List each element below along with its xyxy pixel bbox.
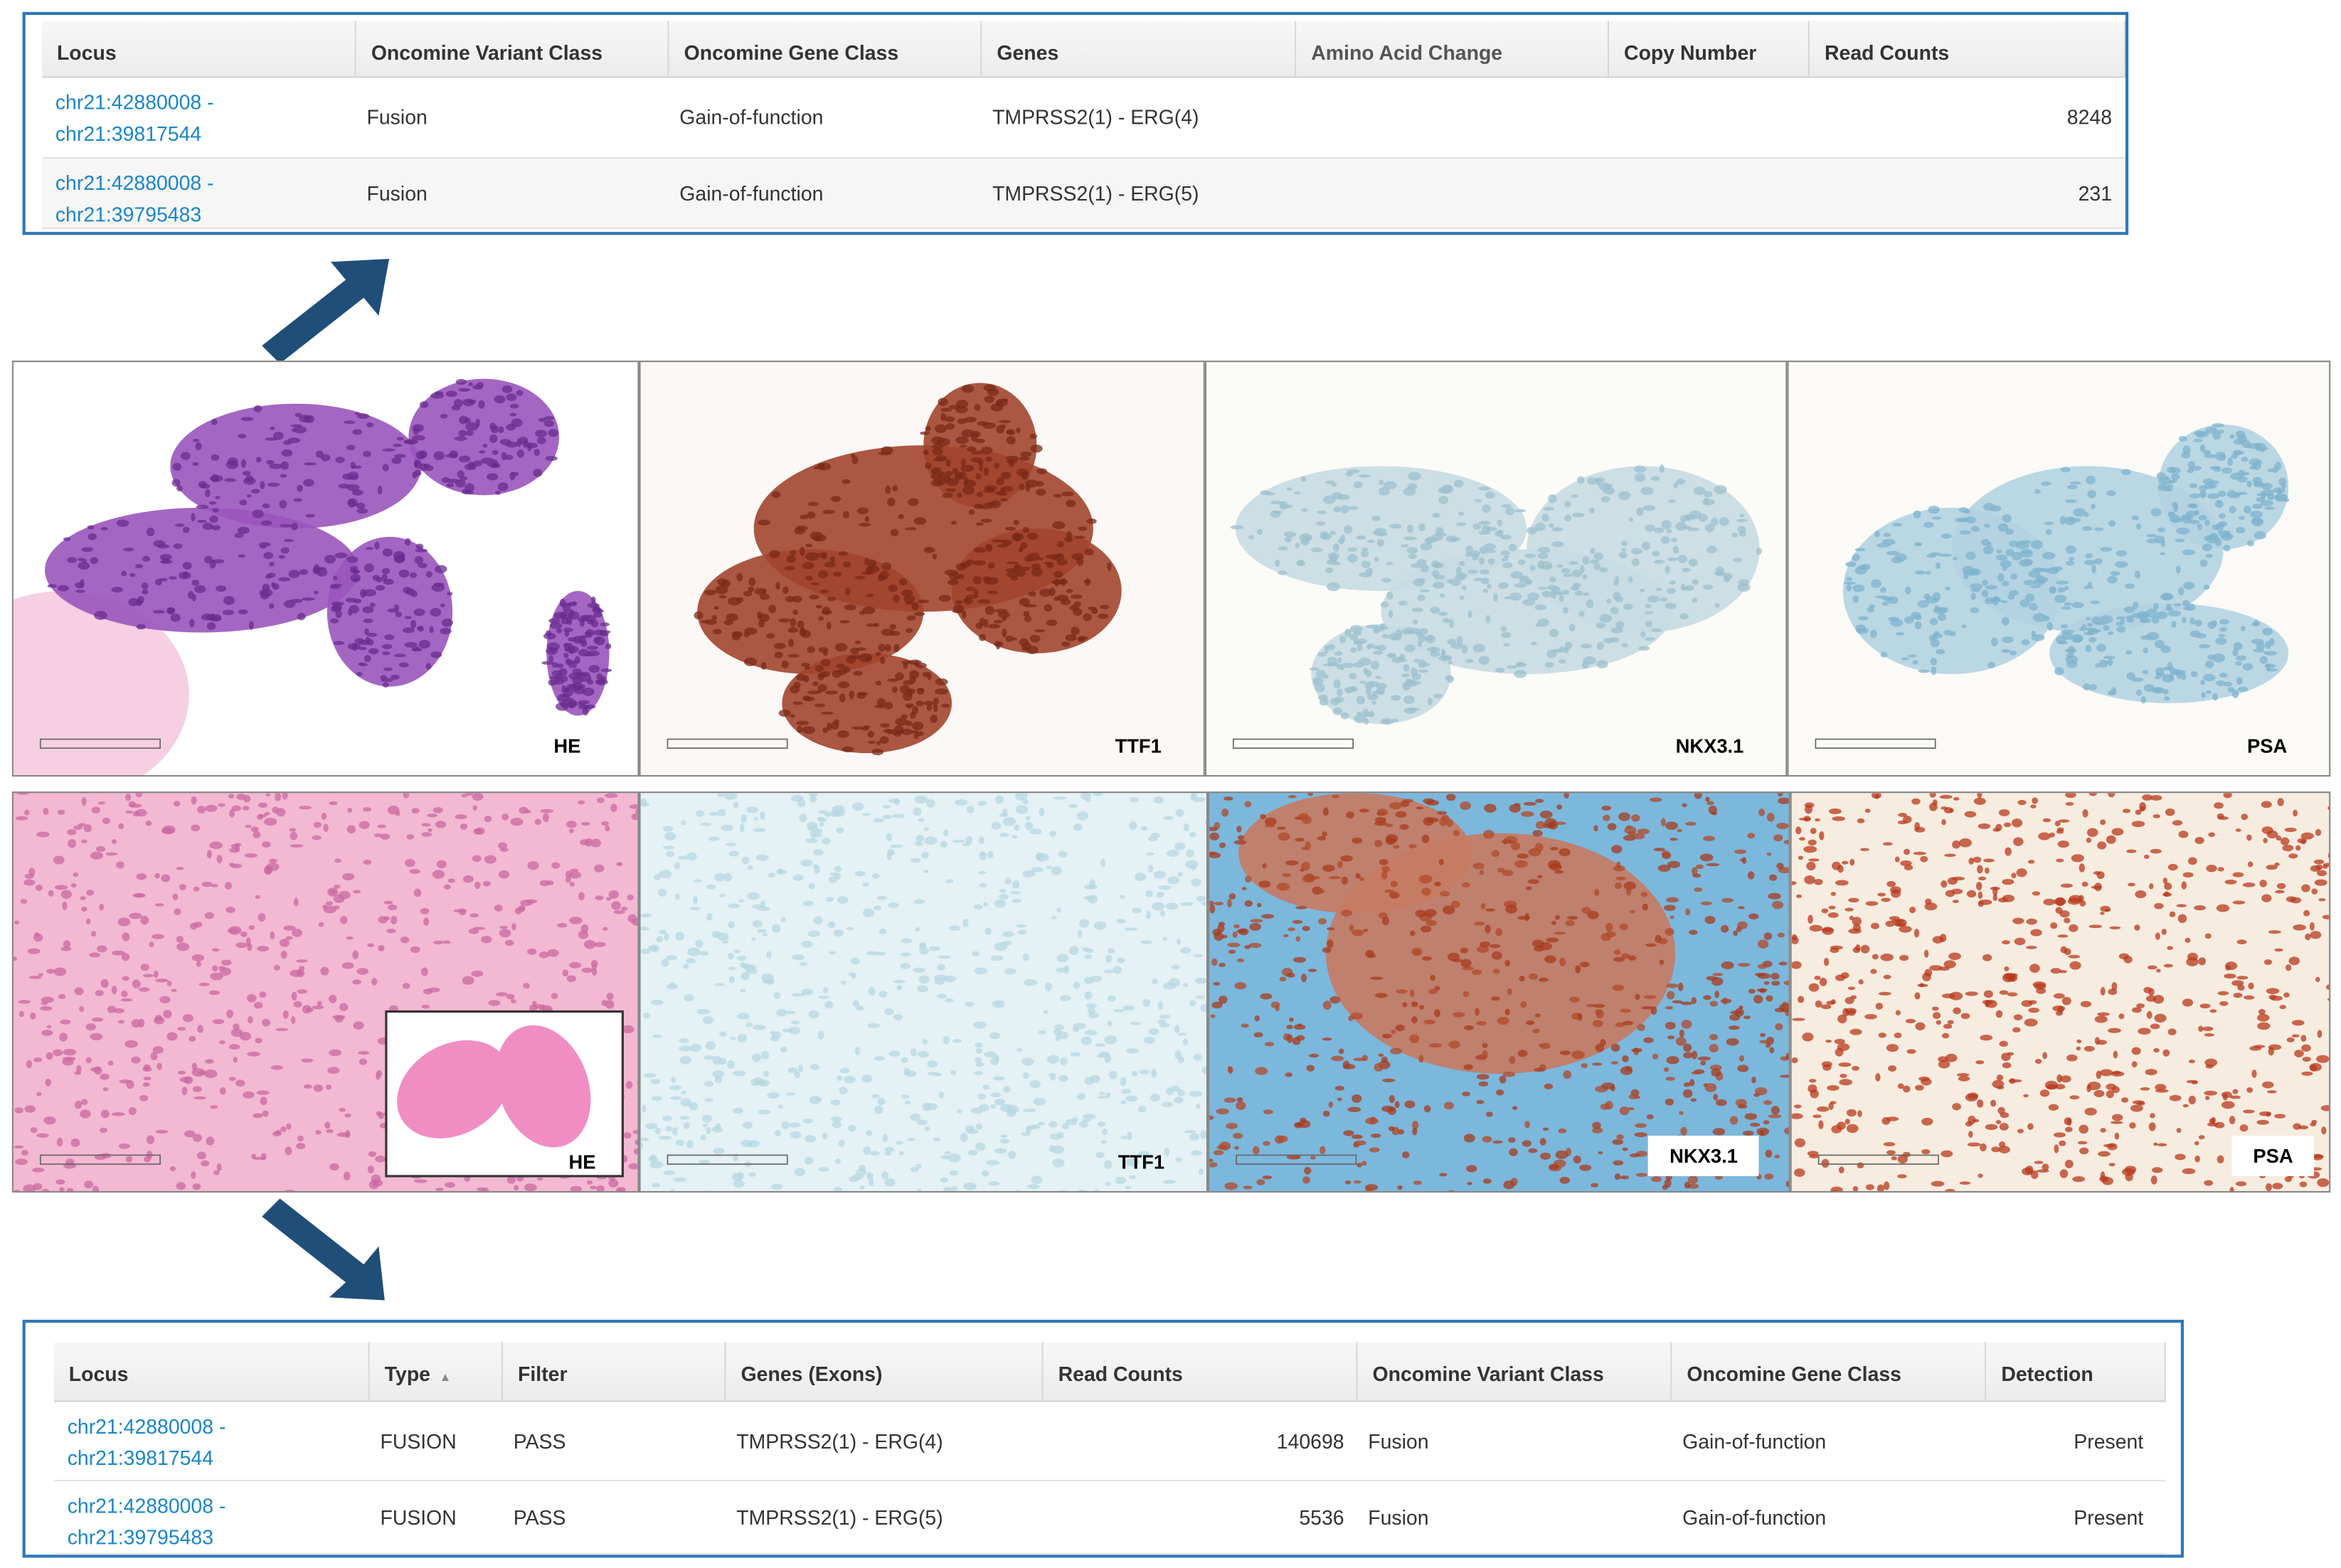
type: FUSION <box>380 1505 457 1529</box>
tissue-image <box>13 793 638 1191</box>
tissue-image <box>667 383 1122 756</box>
genes: TMPRSS2(1) - ERG(5) <box>992 181 1199 205</box>
variant-class: Fusion <box>366 106 428 129</box>
column-header: Read Counts <box>1043 1342 1358 1402</box>
table-row <box>53 1481 2166 1555</box>
arrow-down <box>262 1198 385 1301</box>
tissue-image <box>1791 793 2330 1191</box>
read-count: 5536 <box>1299 1505 1344 1529</box>
tissue-image <box>640 793 1206 1191</box>
locus-link[interactable]: chr21:42880008 - <box>55 91 214 114</box>
genes: TMPRSS2(1) - ERG(5) <box>736 1505 943 1529</box>
column-header: Genes <box>982 21 1297 78</box>
column-header: Detection <box>1986 1342 2166 1402</box>
histology-panel: NKX3.1 <box>1204 361 1788 777</box>
column-header: Genes (Exons) <box>726 1342 1044 1402</box>
column-header: Oncomine Variant Class <box>1357 1342 1672 1402</box>
genes: TMPRSS2(1) - ERG(4) <box>992 106 1199 129</box>
histology-panel: NKX3.1 <box>1208 791 1790 1193</box>
detection: Present <box>2074 1505 2144 1529</box>
column-header: Read Counts <box>1809 21 2125 78</box>
locus-link[interactable]: chr21:42880008 - <box>55 171 214 195</box>
column-header: Oncomine Variant Class <box>356 21 669 78</box>
read-count: 140698 <box>1276 1429 1344 1453</box>
gene-class: Gain-of-function <box>1682 1429 1827 1453</box>
histology-panel: PSA <box>1790 791 2331 1193</box>
column-header: Oncomine Gene Class <box>1672 1342 1987 1402</box>
sort-icon[interactable]: ▲ <box>439 1370 452 1385</box>
locus-link[interactable]: chr21:39817544 <box>67 1446 214 1470</box>
column-header: Oncomine Gene Class <box>669 21 982 78</box>
stain-label: TTF1 <box>1115 735 1162 757</box>
gene-class: Gain-of-function <box>679 106 824 129</box>
locus-link[interactable]: chr21:39795483 <box>55 203 202 226</box>
stain-label: HE <box>568 1151 596 1173</box>
column-header: Filter <box>503 1342 726 1402</box>
variant-class: Fusion <box>1368 1429 1429 1453</box>
type: FUSION <box>380 1429 457 1453</box>
variant-class: Fusion <box>366 181 428 205</box>
arrow-up <box>262 259 390 364</box>
histology-panel: PSA <box>1787 361 2331 777</box>
filter: PASS <box>513 1429 566 1453</box>
variant-class: Fusion <box>1368 1505 1429 1529</box>
histology-panel: TTF1 <box>639 791 1209 1193</box>
detection: Present <box>2074 1429 2144 1453</box>
tissue-image <box>1230 464 1762 749</box>
tissue-image <box>13 378 612 775</box>
column-header: Copy Number <box>1609 21 1810 78</box>
locus-link[interactable]: chr21:42880008 - <box>67 1415 226 1439</box>
stain-label: PSA <box>2246 735 2288 757</box>
tissue-image <box>1815 423 2290 749</box>
table-row <box>53 1402 2166 1482</box>
locus-link[interactable]: chr21:42880008 - <box>67 1495 226 1518</box>
histology-panel: HE <box>11 361 639 777</box>
table-row <box>41 78 2125 159</box>
column-header[interactable]: Type ▲ <box>369 1342 504 1402</box>
stain-label: PSA <box>2231 1136 2315 1176</box>
histology-panel: TTF1 <box>639 361 1205 777</box>
gene-class: Gain-of-function <box>1682 1505 1827 1529</box>
stain-label: HE <box>553 735 581 757</box>
read-count: 8248 <box>2066 106 2113 129</box>
read-count: 231 <box>2078 181 2113 205</box>
genes: TMPRSS2(1) - ERG(4) <box>736 1429 943 1453</box>
stain-label: TTF1 <box>1118 1151 1165 1173</box>
stain-label: NKX3.1 <box>1675 735 1744 757</box>
table-row <box>41 159 2125 229</box>
tissue-image <box>1209 793 1789 1191</box>
locus-link[interactable]: chr21:39795483 <box>67 1526 214 1549</box>
stain-label: NKX3.1 <box>1648 1136 1759 1176</box>
column-header: Amino Acid Change <box>1296 21 1610 78</box>
histology-panel: HE <box>11 791 639 1193</box>
column-header: Locus <box>41 21 356 78</box>
filter: PASS <box>513 1505 566 1529</box>
locus-link[interactable]: chr21:39817544 <box>55 122 202 146</box>
gene-class: Gain-of-function <box>679 181 824 205</box>
column-header: Locus <box>53 1342 370 1402</box>
